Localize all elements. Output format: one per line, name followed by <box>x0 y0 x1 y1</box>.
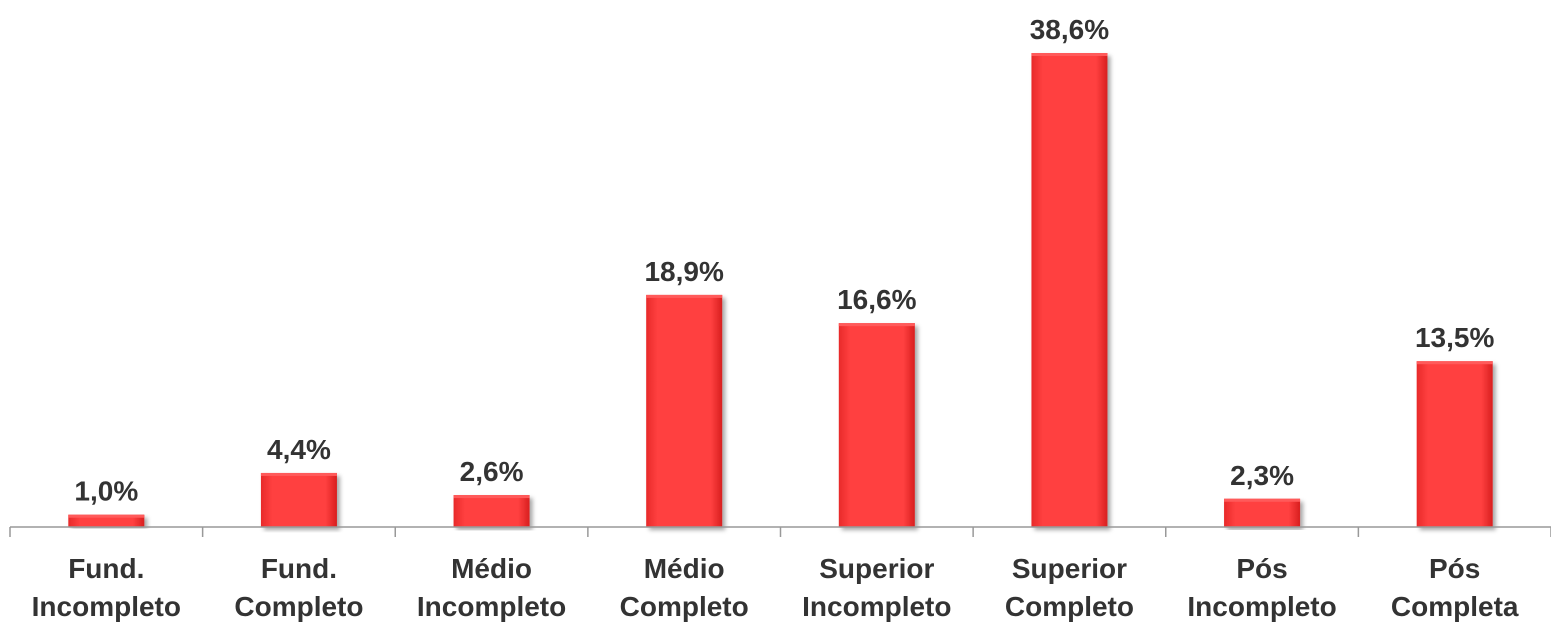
data-label-7: 13,5% <box>1415 322 1494 353</box>
bar-0 <box>68 514 145 527</box>
labels-layer: 1,0% Fund. Incompleto 4,4% Fund. Completo 2,6%… <box>32 14 1519 622</box>
category-label-7-line-1: Completa <box>1391 591 1519 622</box>
bar-3 <box>646 294 723 527</box>
bar-top-highlight <box>260 472 337 476</box>
data-label-4: 16,6% <box>837 284 916 315</box>
bar-7 <box>1416 361 1493 527</box>
data-label-6: 2,3% <box>1230 460 1294 491</box>
data-label-0: 1,0% <box>74 476 138 507</box>
x-axis <box>9 526 1551 537</box>
bar-4 <box>838 323 915 527</box>
category-label-0-line-1: Incompleto <box>32 591 181 622</box>
data-label-3: 18,9% <box>644 256 723 287</box>
category-label-7-line-0: Pós <box>1429 553 1480 584</box>
category-label-2-line-1: Incompleto <box>417 591 566 622</box>
bar-top-highlight <box>838 323 915 327</box>
category-label-5-line-0: Superior <box>1012 553 1127 584</box>
bar-5 <box>1031 53 1108 527</box>
category-label-4-line-0: Superior <box>819 553 934 584</box>
bar-top-highlight <box>1224 498 1301 502</box>
category-label-5-line-1: Completo <box>1005 591 1134 622</box>
category-label-6-line-0: Pós <box>1236 553 1287 584</box>
category-label-1-line-1: Completo <box>234 591 363 622</box>
data-label-1: 4,4% <box>267 434 331 465</box>
bar-6 <box>1224 498 1301 527</box>
bar-top-highlight <box>1416 361 1493 365</box>
category-label-4-line-1: Incompleto <box>802 591 951 622</box>
data-label-5: 38,6% <box>1030 14 1109 45</box>
bar-top-highlight <box>1031 53 1108 56</box>
category-label-1-line-0: Fund. <box>261 553 337 584</box>
bar-2 <box>453 495 530 527</box>
category-label-2-line-0: Médio <box>451 553 532 584</box>
bars-layer <box>68 53 1493 527</box>
category-label-0-line-0: Fund. <box>68 553 144 584</box>
category-label-6-line-1: Incompleto <box>1187 591 1336 622</box>
category-label-3-line-1: Completo <box>620 591 749 622</box>
category-label-3-line-0: Médio <box>644 553 725 584</box>
data-label-2: 2,6% <box>460 456 524 487</box>
bar-top-highlight <box>68 514 145 518</box>
bar-1 <box>260 472 337 527</box>
bar-top-highlight <box>453 495 530 499</box>
bar-top-highlight <box>646 294 723 298</box>
